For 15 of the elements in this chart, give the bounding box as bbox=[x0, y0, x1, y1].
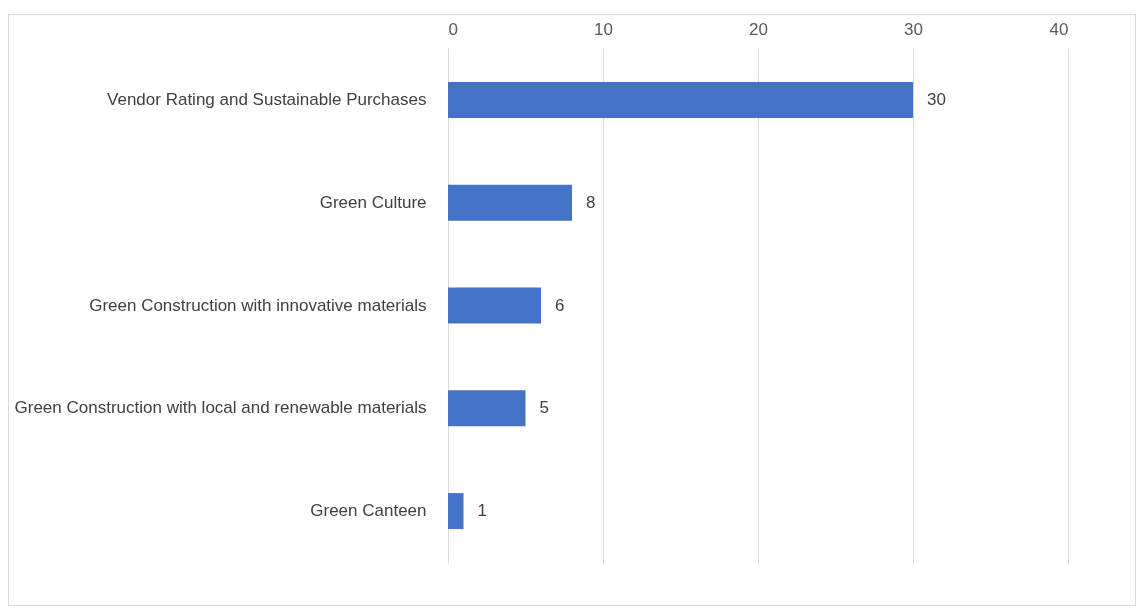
data-label: 1 bbox=[477, 501, 487, 521]
data-label: 30 bbox=[927, 89, 946, 109]
data-label: 5 bbox=[539, 398, 549, 418]
x-tick-label: 30 bbox=[904, 19, 923, 39]
y-tick-label: Vendor Rating and Sustainable Purchases bbox=[107, 89, 427, 109]
y-tick-label: Green Canteen bbox=[310, 501, 427, 521]
x-tick-label: 20 bbox=[749, 19, 768, 39]
x-tick-label: 10 bbox=[594, 19, 613, 39]
y-tick-label: Green Culture bbox=[319, 192, 427, 212]
y-tick-label: Green Construction with local and renewable materials bbox=[14, 398, 427, 418]
data-label: 8 bbox=[586, 192, 596, 212]
y-tick-label: Green Construction with innovative materials bbox=[89, 295, 427, 315]
data-label: 6 bbox=[555, 295, 565, 315]
x-tick-label: 40 bbox=[1049, 19, 1069, 39]
x-tick-label: 0 bbox=[448, 19, 458, 39]
